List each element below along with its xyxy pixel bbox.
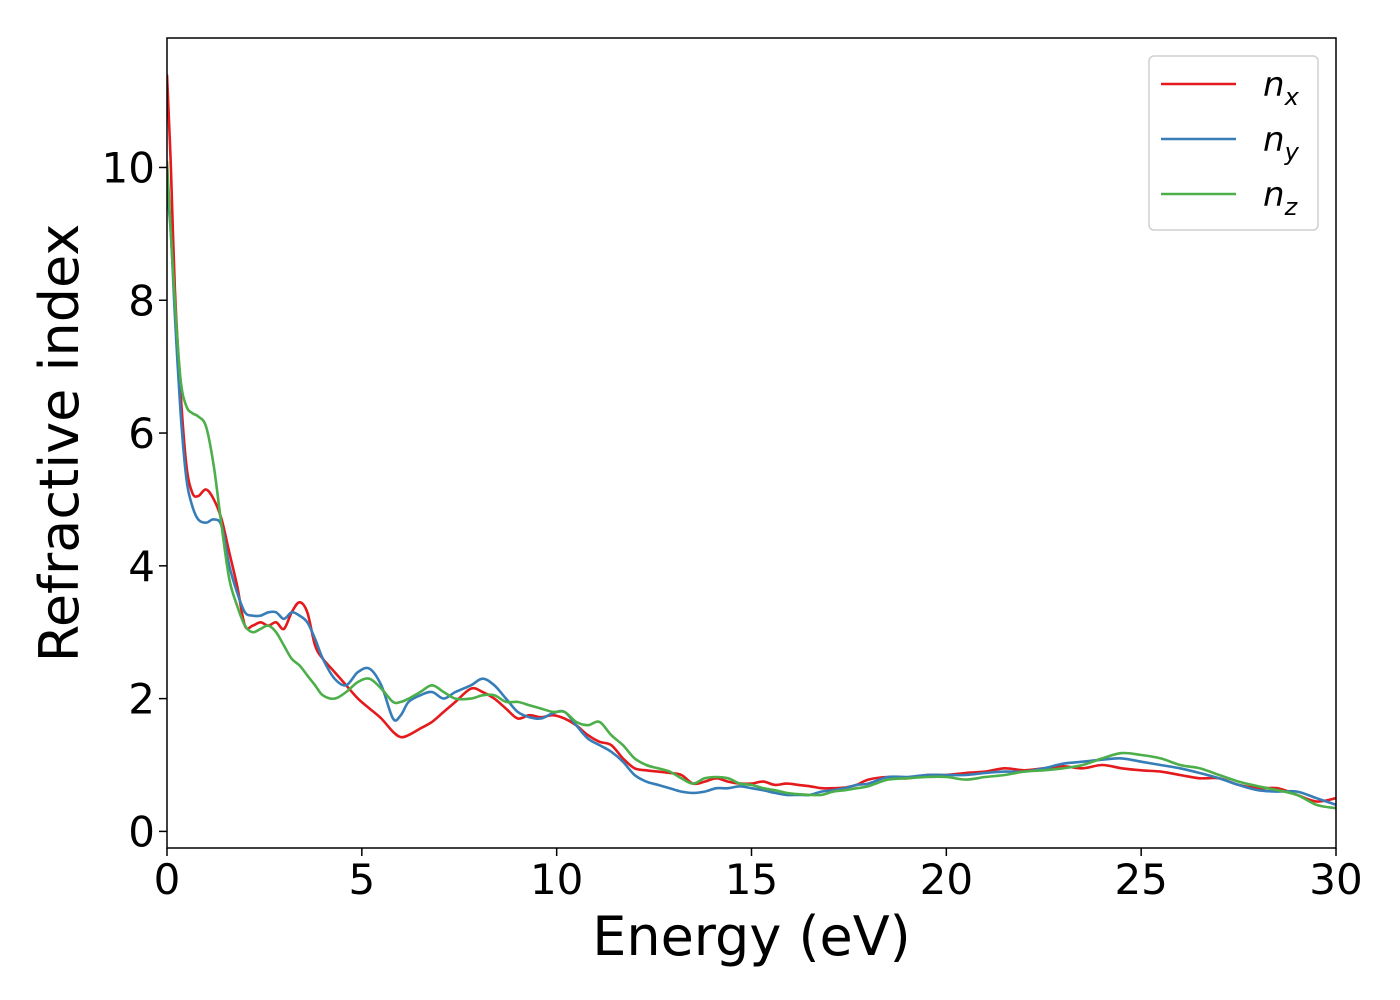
legend-box	[1148, 55, 1319, 231]
ticks-layer: 0 5 10 15 20 25 30 0 2 4 6 8 10	[102, 143, 1363, 904]
x-tick-label: 0	[154, 855, 181, 904]
series-line-ny	[167, 187, 1336, 807]
legend: nx ny nz	[1148, 55, 1319, 231]
x-tick-label: 30	[1309, 855, 1362, 904]
x-axis-label: Energy (eV)	[592, 905, 911, 968]
x-tick-label: 25	[1114, 855, 1167, 904]
y-tick-label: 0	[128, 807, 155, 856]
legend-label-ny: ny	[1263, 120, 1300, 166]
x-tick-label: 5	[348, 855, 375, 904]
y-tick-label: 4	[128, 542, 155, 591]
legend-label-nx: nx	[1263, 65, 1300, 111]
x-tick-label: 10	[530, 855, 583, 904]
y-tick-label: 2	[128, 675, 155, 724]
series-line-nz	[167, 160, 1336, 810]
x-tick-label: 20	[920, 855, 973, 904]
y-tick-label: 6	[128, 409, 155, 458]
y-tick-label: 10	[102, 143, 155, 192]
x-tick-label: 15	[725, 855, 778, 904]
series-layer	[167, 74, 1336, 810]
y-tick-label: 8	[128, 276, 155, 325]
y-axis-label: Refractive index	[28, 224, 91, 663]
legend-label-nz: nz	[1263, 175, 1299, 221]
